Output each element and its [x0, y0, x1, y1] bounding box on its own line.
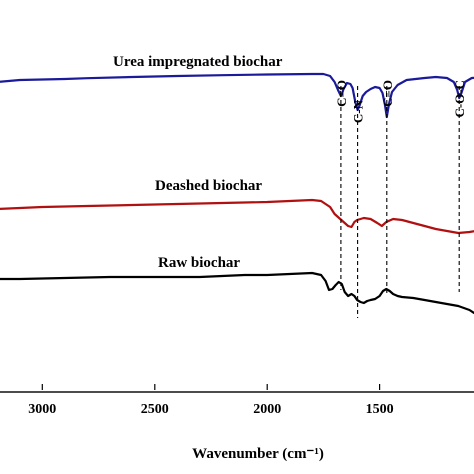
series-line-urea-impregnated [0, 72, 474, 119]
x-tick-label: 2000 [253, 402, 281, 417]
x-axis-ticks: 35003000250020001500 [28, 384, 394, 417]
series-label-urea: Urea impregnated biochar [113, 54, 283, 70]
x-axis-title: Wavenumber (cm⁻¹) [192, 446, 324, 462]
peak-label-co-2: C=O [380, 80, 395, 107]
x-tick-label: 2500 [141, 402, 169, 417]
series-label-raw: Raw biochar [158, 255, 240, 271]
series-label-deashed: Deashed biochar [155, 178, 262, 194]
label-layer: Urea impregnated biochar Deashed biochar… [113, 54, 283, 271]
series-line-deashed [0, 198, 474, 235]
peak-label-coc: C-O-C [452, 80, 467, 118]
peak-label-co-1: C=O [334, 80, 349, 107]
peak-label-cn: C-N [351, 99, 366, 123]
x-tick-label: 1500 [366, 402, 394, 417]
x-tick-label: 3000 [28, 402, 56, 417]
plot-frame [0, 391, 474, 393]
series-line-raw [0, 271, 474, 315]
peak-line-layer: O-HNH₂C=OC-NC=OC-O-C [334, 80, 467, 318]
